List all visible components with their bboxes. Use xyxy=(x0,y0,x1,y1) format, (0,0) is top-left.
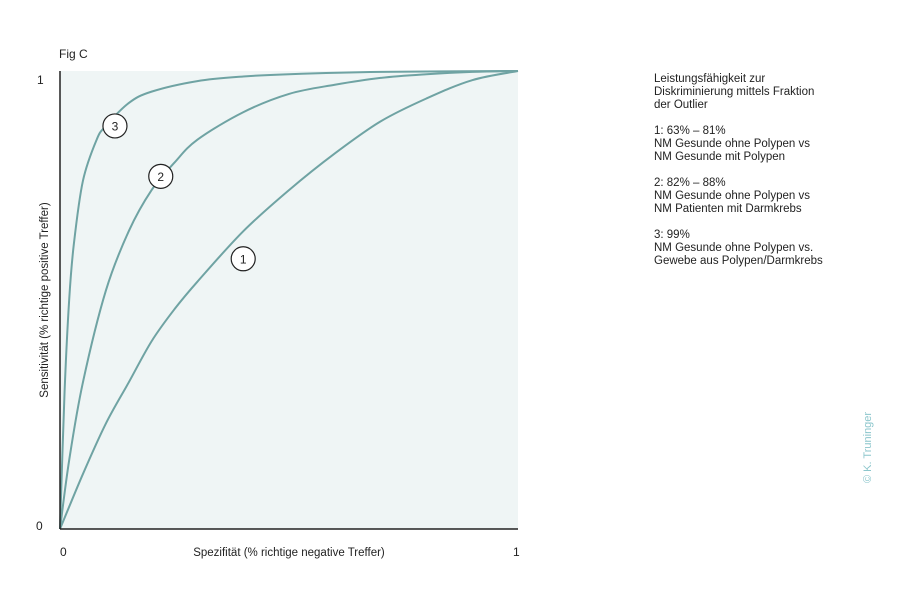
curve-marker-label: 1 xyxy=(240,252,247,266)
legend-heading: Leistungsfähigkeit zur Diskriminierung m… xyxy=(654,73,884,112)
roc-curve-2 xyxy=(59,70,519,530)
curve-marker-circle xyxy=(102,113,128,139)
x-tick-label: 0 xyxy=(60,545,67,559)
curve-marker-circle xyxy=(230,246,256,272)
curve-marker-2: 2 xyxy=(148,163,174,189)
legend-entry-line: NM Gesunde ohne Polypen vs. xyxy=(654,242,814,254)
chart-title: Fig C xyxy=(59,47,88,61)
legend-heading-line: Diskriminierung mittels Fraktion xyxy=(654,86,815,98)
legend-entry-line: NM Gesunde ohne Polypen vs xyxy=(654,138,810,150)
roc-curve-1 xyxy=(59,70,519,530)
legend-entry-1: 1: 63% – 81% NM Gesunde ohne Polypen vs … xyxy=(654,125,884,164)
legend-entry-3: 3: 99% NM Gesunde ohne Polypen vs. Geweb… xyxy=(654,229,884,268)
curve-marker-label: 2 xyxy=(157,170,164,184)
legend-entry-line: NM Patienten mit Darmkrebs xyxy=(654,203,802,215)
copyright-credit: © K. Truninger xyxy=(862,411,874,483)
legend-heading-line: Leistungsfähigkeit zur xyxy=(654,73,766,85)
legend-entry-line: Gewebe aus Polypen/Darmkrebs xyxy=(654,255,823,267)
legend-entry-line: 3: 99% xyxy=(654,229,690,241)
y-tick-label: 1 xyxy=(37,73,44,87)
legend-entry-line: 2: 82% – 88% xyxy=(654,177,726,189)
curve-marker-circle xyxy=(148,163,174,189)
legend-entry-2: 2: 82% – 88% NM Gesunde ohne Polypen vs … xyxy=(654,177,884,216)
legend-entry-line: 1: 63% – 81% xyxy=(654,125,726,137)
curve-marker-3: 3 xyxy=(102,113,128,139)
curve-marker-label: 3 xyxy=(112,119,119,133)
y-tick-label: 0 xyxy=(36,519,43,533)
y-axis-label: Sensitivität (% richtige positive Treffe… xyxy=(39,202,51,398)
curve-marker-1: 1 xyxy=(230,246,256,272)
legend-heading-line: der Outlier xyxy=(654,99,708,111)
plot-area xyxy=(60,71,518,529)
legend-entry-line: NM Gesunde mit Polypen xyxy=(654,151,786,163)
x-axis-label: Spezifität (% richtige negative Treffer) xyxy=(193,547,385,559)
legend: Leistungsfähigkeit zur Diskriminierung m… xyxy=(654,73,884,281)
x-tick-label: 1 xyxy=(513,545,520,559)
legend-entry-line: NM Gesunde ohne Polypen vs xyxy=(654,190,810,202)
